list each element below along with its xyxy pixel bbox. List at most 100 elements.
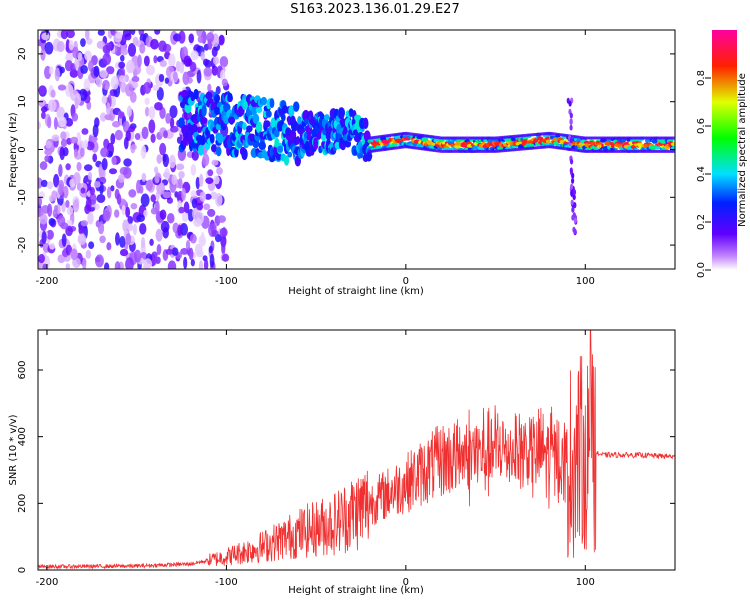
spectrogram-cell — [47, 116, 52, 129]
spectrogram-cell — [251, 104, 258, 116]
spectrogram-cell — [139, 43, 146, 54]
spectrogram-cell — [289, 129, 297, 142]
spectrogram-cell — [77, 233, 87, 246]
spectrogram-cell — [454, 144, 462, 149]
spectrogram-cell — [221, 78, 228, 87]
spectrogram-cell — [297, 116, 302, 125]
x-tick-label: 0 — [403, 276, 409, 287]
spectrogram-cell — [169, 154, 176, 169]
spectrogram-cell — [183, 55, 192, 67]
spectrogram-cell — [53, 173, 60, 188]
spectrogram-cell — [60, 30, 69, 40]
spectrogram-cell — [84, 50, 92, 61]
spectrogram-cell — [287, 151, 293, 158]
spectrogram-cell — [83, 164, 93, 172]
spectrogram-cell — [148, 119, 156, 134]
spectrogram-cell — [362, 117, 369, 129]
spectrogram-cell — [122, 120, 130, 133]
spectrogram-cell — [106, 102, 111, 116]
spectrogram-cell — [178, 171, 185, 179]
spectrogram-cell — [191, 123, 198, 134]
spectrogram-cell — [68, 39, 74, 51]
spectrogram-cell — [213, 175, 220, 185]
spectrogram-cell — [319, 112, 325, 120]
spectrogram-cell — [252, 113, 260, 124]
spectrogram-cell — [104, 262, 110, 269]
spectrogram-cell — [150, 194, 157, 203]
colorbar-tick-label: 0.2 — [696, 214, 707, 230]
spectrogram-cell — [568, 100, 572, 107]
spectrogram-cell — [246, 125, 253, 133]
spectrogram-cell — [92, 153, 98, 163]
spectrogram-cell — [81, 128, 89, 135]
spectrogram-cell — [569, 124, 573, 131]
spectrogram-cell — [49, 242, 56, 250]
spectrogram-cell — [195, 176, 200, 190]
spectrogram-cell — [313, 137, 318, 149]
y-tick-label: 600 — [17, 360, 28, 379]
spectrogram-cell — [211, 46, 218, 58]
spectrogram-cell — [214, 93, 221, 103]
spectrogram-cell — [96, 193, 106, 203]
spectrogram-cell — [569, 137, 573, 144]
spectrogram-cell — [141, 172, 147, 182]
spectrogram-cell — [39, 161, 48, 171]
spectrogram-cell — [163, 130, 168, 139]
spectrogram-cell — [72, 199, 80, 213]
snr-frame — [37, 329, 676, 571]
spectrogram-cell — [131, 75, 140, 83]
spectrogram-cell — [123, 158, 132, 167]
spectrogram-cell — [128, 189, 137, 198]
spectrogram-cell — [126, 60, 135, 74]
spectrogram-cell — [191, 198, 198, 209]
spectrogram-cell — [143, 258, 153, 269]
spectrogram-cell — [92, 123, 99, 138]
spectrogram-cell — [211, 229, 219, 237]
spectrogram-cell — [159, 60, 167, 67]
spectrogram-cell — [74, 57, 80, 70]
spectrogram-cell — [196, 126, 202, 134]
spectrogram-cell — [41, 111, 46, 120]
spectrogram-cell — [216, 167, 223, 175]
spectrogram-cell — [201, 104, 207, 117]
spectrogram-cell — [242, 122, 247, 131]
spectrogram-cell — [142, 81, 152, 94]
spectrogram-cell — [200, 117, 208, 124]
spectrogram-cell — [273, 129, 280, 138]
spectrogram-cell — [104, 84, 110, 91]
spectrogram-cell — [93, 65, 100, 77]
spectrogram-cell — [108, 168, 118, 175]
spectrogram-cell — [65, 199, 70, 208]
spectrogram-cell — [165, 113, 171, 124]
spectrogram-cell — [144, 106, 150, 117]
spectrogram-cell — [46, 229, 54, 240]
spectrogram-cell — [154, 101, 163, 111]
snr-y-axis-label: SNR (10 * v/v) — [8, 414, 19, 485]
spectrogram-cell — [94, 254, 104, 268]
y-tick-label: -20 — [17, 237, 28, 253]
spectrogram-cell — [206, 32, 215, 43]
colorbar-tick-label: 0.6 — [696, 118, 707, 134]
spectrogram-cell — [207, 208, 216, 217]
spectrogram-cell — [119, 248, 129, 257]
spectrogram-cell — [101, 157, 108, 171]
spectrogram-cell — [198, 235, 207, 247]
spectrogram-cell — [170, 125, 179, 133]
spectrogram-cell — [66, 30, 75, 39]
spectrogram-cell — [80, 38, 86, 47]
spectrogram-cell — [190, 258, 195, 267]
spectrogram-cell — [280, 113, 286, 122]
spectrogram-cell — [62, 146, 69, 157]
spectrogram-cell — [210, 144, 217, 153]
spectrogram-cell — [47, 99, 57, 112]
spectrogram-cell — [38, 85, 47, 95]
spectrogram-cell — [215, 123, 222, 131]
spectrogram-cell — [87, 171, 93, 181]
spectrogram-cell — [213, 106, 221, 116]
spectrogram-cell — [221, 253, 230, 262]
x-tick-label: 0 — [403, 577, 409, 588]
spectrogram-cell — [569, 158, 574, 165]
spectrogram-cell — [99, 69, 108, 79]
spectrogram-cell — [228, 116, 236, 124]
spectrogram-cell — [57, 254, 66, 264]
